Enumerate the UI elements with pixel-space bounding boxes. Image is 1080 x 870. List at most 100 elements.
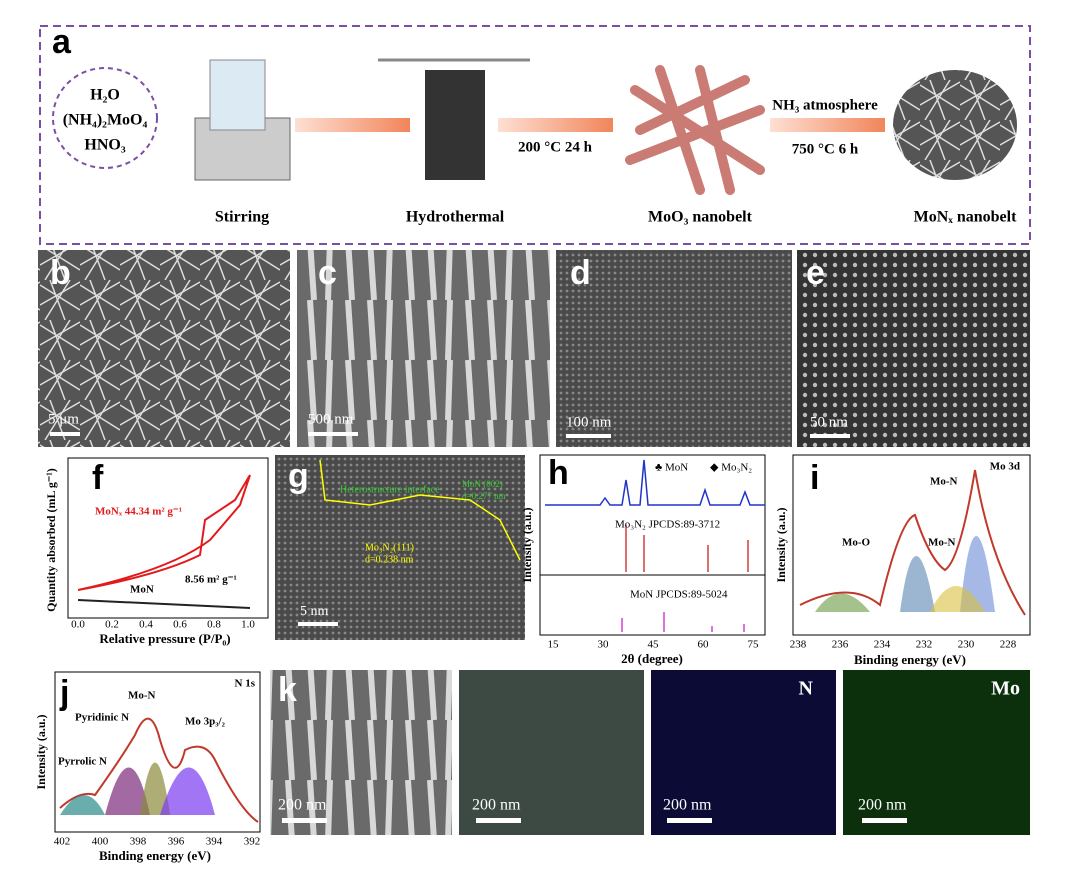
annotation: MoN xyxy=(130,584,154,596)
x-tick-label: 230 xyxy=(958,639,975,651)
scale-label: 500 nm xyxy=(308,411,354,427)
step-label: MoNₓ nanobelt xyxy=(914,209,1017,226)
reference-lines xyxy=(625,525,749,572)
peak xyxy=(140,762,170,815)
annotation: Mo-N xyxy=(930,476,958,488)
x-tick-label: 30 xyxy=(598,639,610,651)
step-label: MoO₃ nanobelt xyxy=(648,209,753,226)
scale-label: 5 μm xyxy=(48,411,79,427)
x-ticks: 15 30 45 60 75 xyxy=(548,639,760,651)
annotation: Heterostructure interface xyxy=(340,484,440,495)
scale-bar xyxy=(50,432,850,438)
panel-label: g xyxy=(288,457,309,495)
arrow xyxy=(295,118,410,132)
x-axis-label: Relative pressure (P/P₀) xyxy=(99,631,230,646)
x-tick-label: 396 xyxy=(168,836,185,848)
condition: 200 °C 24 h xyxy=(518,139,593,155)
peak xyxy=(160,767,215,815)
annotation: 8.56 m² g⁻¹ xyxy=(185,574,237,586)
step-label: Hydrothermal xyxy=(406,209,505,226)
tem-image xyxy=(556,250,792,447)
panel-label: f xyxy=(92,459,104,497)
condition: 750 °C 6 h xyxy=(792,141,859,157)
annotation: Mo-N xyxy=(928,537,956,549)
panel-label: e xyxy=(806,254,825,292)
y-axis-label: Intensity (a.u.) xyxy=(774,507,788,582)
axes-frame xyxy=(792,454,1031,636)
isotherm-curve xyxy=(77,599,251,609)
condition: NH₃ atmosphere xyxy=(772,97,878,113)
scale-label: 200 nm xyxy=(858,797,907,814)
x-tick-label: 60 xyxy=(698,639,710,651)
sem-image xyxy=(297,250,550,447)
reagent: HNO₃ xyxy=(84,137,125,154)
x-tick-label: 45 xyxy=(648,639,660,651)
element-label: N xyxy=(799,678,814,700)
annotation: Pyridinic N xyxy=(75,712,129,724)
y-axis-label: Intensity (a.u.) xyxy=(34,714,48,789)
x-ticks: 238 236 234 232 230 228 xyxy=(790,639,1017,651)
scale-label: 5 nm xyxy=(300,604,329,619)
panel-title: Mo 3d xyxy=(990,461,1020,473)
x-tick-label: 0.4 xyxy=(139,619,153,631)
x-tick-label: 75 xyxy=(748,639,760,651)
annotation: Mo-N xyxy=(128,690,156,702)
haadf-image xyxy=(270,670,452,835)
scale-bar xyxy=(298,622,338,626)
x-axis-label: 2θ (degree) xyxy=(621,651,683,666)
annotation: Pyrrolic N xyxy=(58,756,107,768)
x-tick-label: 0.8 xyxy=(207,619,221,631)
x-tick-label: 402 xyxy=(54,836,71,848)
x-tick-label: 234 xyxy=(874,639,891,651)
annotation: d=0.277 nm xyxy=(462,491,506,501)
xps-curve xyxy=(59,717,259,823)
scale-label: 200 nm xyxy=(472,797,521,814)
panel-label: h xyxy=(548,454,569,492)
axes-frame xyxy=(539,454,766,636)
arrow xyxy=(770,118,885,132)
reference-lines xyxy=(621,612,745,632)
x-tick-label: 1.0 xyxy=(241,619,255,631)
scale-label: 200 nm xyxy=(663,797,712,814)
autoclave-icon xyxy=(378,58,530,180)
axes-frame xyxy=(67,457,269,619)
x-tick-label: 238 xyxy=(790,639,807,651)
panel-label: i xyxy=(810,459,819,497)
x-tick-label: 232 xyxy=(916,639,933,651)
y-axis-label: Quantity absorbed (mL g⁻¹) xyxy=(44,468,58,612)
y-axis-label: Intensity (a.u.) xyxy=(520,507,534,582)
x-axis-label: Binding energy (eV) xyxy=(854,652,966,667)
x-tick-label: 398 xyxy=(130,836,147,848)
monx-image xyxy=(893,70,1017,180)
annotation: MoN (002) xyxy=(462,479,503,489)
annotation: Mo 3p₃/₂ xyxy=(185,716,226,728)
sem-image xyxy=(38,250,290,447)
step-label: Stirring xyxy=(215,209,269,226)
peak xyxy=(105,767,150,815)
x-tick-label: 394 xyxy=(206,836,223,848)
stirrer-icon xyxy=(194,59,291,181)
xps-curve xyxy=(799,469,1026,616)
eds-map-mo xyxy=(843,670,1030,835)
x-tick-label: 0.2 xyxy=(105,619,119,631)
panel-label: b xyxy=(50,254,71,292)
hrtem-image xyxy=(275,455,525,640)
panel-label: d xyxy=(570,254,591,292)
panel-label: j xyxy=(59,674,69,712)
reference-label: MoN JPCDS:89-5024 xyxy=(630,589,728,601)
peak xyxy=(900,556,935,612)
panel-frame xyxy=(39,25,1031,245)
legend-entry: ♣ MoN xyxy=(655,462,688,474)
annotation: MoNₓ 44.34 m² g⁻¹ xyxy=(95,506,182,518)
scale-label: 50 nm xyxy=(810,414,848,430)
x-tick-label: 0.0 xyxy=(71,619,85,631)
x-tick-label: 400 xyxy=(92,836,109,848)
panel-label: k xyxy=(278,671,297,709)
panel-label: a xyxy=(52,23,72,61)
eds-overlay xyxy=(459,670,644,835)
x-ticks: 0.0 0.2 0.4 0.6 0.8 1.0 xyxy=(71,619,255,631)
xrd-curve xyxy=(545,459,765,506)
annotation: Mo-O xyxy=(842,537,871,549)
axes-frame xyxy=(54,671,261,833)
